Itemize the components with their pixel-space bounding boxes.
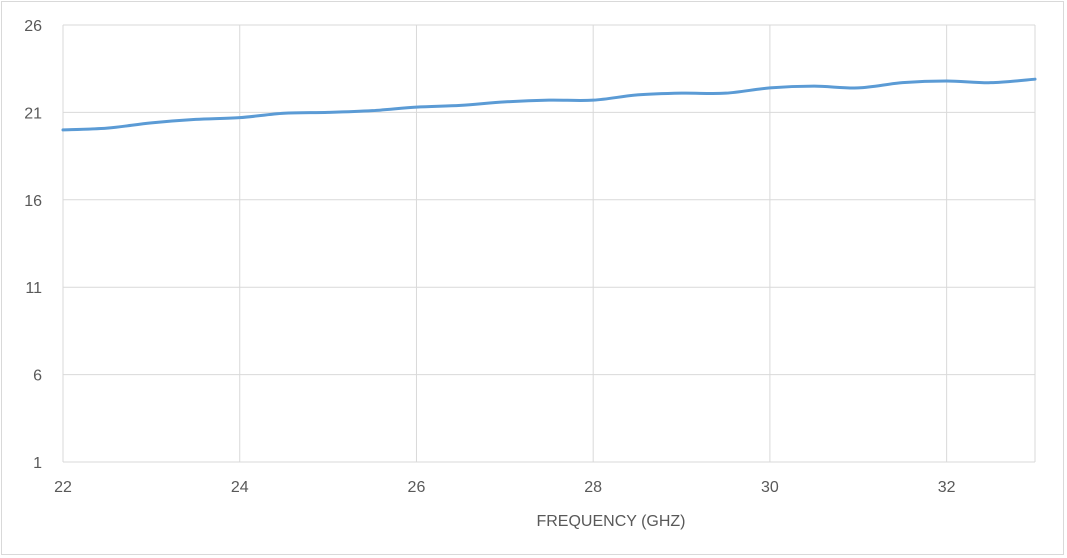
y-tick-label: 1: [33, 455, 42, 472]
x-tick-label: 30: [761, 479, 779, 496]
grid-layer: [62, 24, 1036, 463]
y-tick-label: 6: [33, 368, 42, 385]
y-tick-label: 16: [24, 193, 42, 210]
x-tick-label: 32: [938, 479, 956, 496]
x-tick-label: 26: [408, 479, 426, 496]
x-axis-ticks: 22 24 26 28 30 32: [54, 479, 956, 496]
y-tick-label: 26: [24, 18, 42, 35]
x-tick-label: 24: [231, 479, 249, 496]
series-layer: [61, 77, 1037, 132]
series-line: [61, 77, 1037, 132]
x-tick-label: 28: [584, 479, 602, 496]
y-tick-label: 11: [25, 280, 42, 297]
x-tick-label: 22: [54, 479, 72, 496]
x-axis-title: FREQUENCY (GHZ): [536, 513, 685, 530]
y-tick-label: 21: [24, 105, 42, 122]
